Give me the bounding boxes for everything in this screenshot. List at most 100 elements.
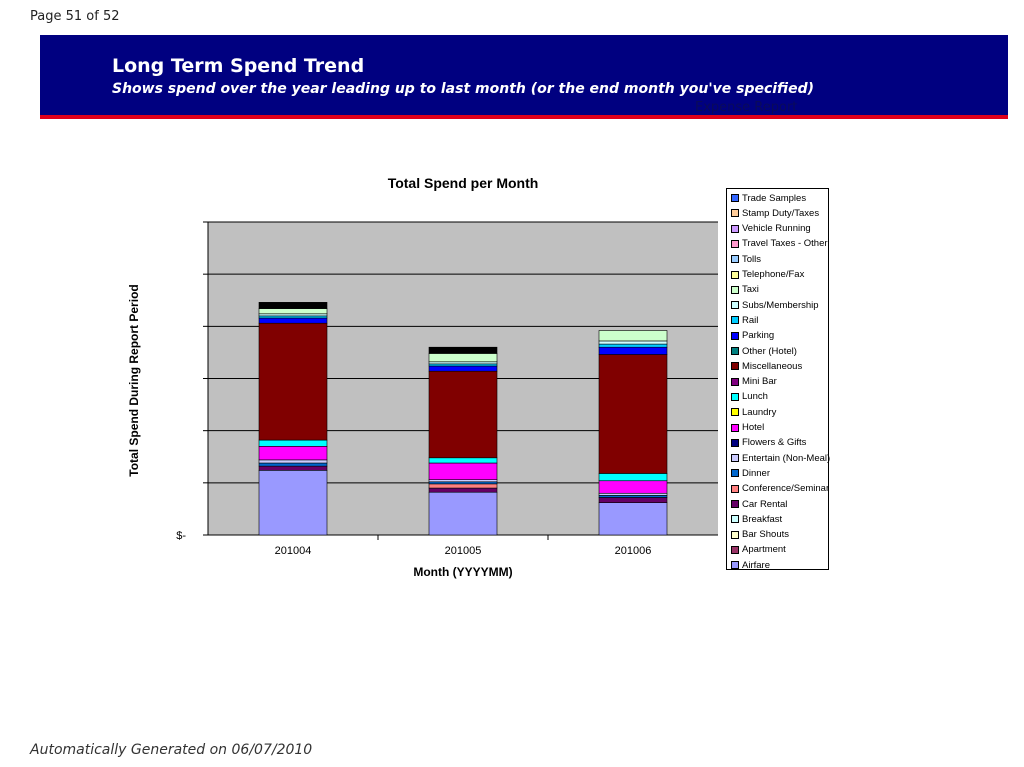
x-tick-label: 201004 [275, 545, 312, 557]
y-tick-label: $- [176, 530, 186, 542]
page-number: Page 51 of 52 [30, 9, 120, 24]
bar-segment-subs-membership [428, 361, 498, 365]
bar-segment-entertain-non-meal- [598, 492, 668, 496]
legend-label: Rail [742, 314, 759, 326]
legend-label: Entertain (Non-Meal) [742, 452, 831, 464]
legend-label: Tolls [742, 253, 762, 265]
legend-swatch [731, 194, 739, 202]
bar-segment-car-rental [258, 465, 328, 471]
legend-item: Vehicle Running [731, 222, 811, 236]
header-banner [40, 35, 1008, 115]
bar-segment-miscellaneous [598, 354, 668, 474]
bar-segment-airfare [258, 470, 328, 536]
legend-label: Lunch [742, 391, 768, 403]
legend-item: Bar Shouts [731, 528, 789, 542]
bar-segment-parking [428, 365, 498, 372]
bar-segment-other [258, 302, 328, 309]
legend-item: Breakfast [731, 512, 782, 526]
legend-label: Flowers & Gifts [742, 437, 807, 449]
bar-segment-other [428, 346, 498, 354]
bar-segment-dinner [258, 462, 328, 467]
x-tick-label: 201006 [615, 545, 652, 557]
legend-swatch [731, 377, 739, 386]
legend-swatch [731, 561, 739, 570]
legend-item: Entertain (Non-Meal) [731, 451, 830, 465]
bar-segment-subs-membership [258, 313, 328, 317]
legend-item: Trade Samples [731, 191, 806, 205]
bar-segment-car-rental [598, 497, 668, 503]
bar-segment-parking [258, 317, 328, 324]
legend-item: Apartment [731, 543, 786, 557]
bar-segment-lunch [258, 439, 328, 447]
bar-segment-taxi [258, 308, 328, 315]
bar-segment-dinner [598, 495, 668, 498]
bar-segment-hotel [258, 446, 328, 461]
legend-label: Stamp Duty/Taxes [742, 207, 820, 219]
legend-label: Mini Bar [742, 376, 777, 388]
x-tick-label: 201005 [445, 545, 482, 557]
bar-segment-miscellaneous [428, 370, 498, 459]
legend-label: Other (Hotel) [742, 345, 797, 357]
legend-item: Laundry [731, 405, 776, 419]
footer-note: Automatically Generated on 06/07/2010 [30, 742, 313, 758]
legend-swatch [731, 285, 739, 294]
legend-label: Miscellaneous [742, 360, 803, 372]
bar-segment-taxi [428, 353, 498, 363]
legend-label: Car Rental [742, 498, 788, 510]
legend-swatch [731, 301, 739, 310]
legend-label: Subs/Membership [742, 299, 819, 311]
legend-swatch [731, 347, 739, 355]
legend-swatch [731, 392, 739, 401]
legend-swatch [731, 255, 739, 264]
legend-swatch [731, 209, 739, 218]
bar-segment-airfare [428, 491, 498, 536]
legend-swatch [731, 454, 739, 463]
bar-segment-miscellaneous [258, 322, 328, 441]
bar-segment-lunch [598, 473, 668, 482]
bar-segment-lunch [428, 457, 498, 464]
legend-label: Vehicle Running [742, 223, 811, 235]
chart-title: Total Spend per Month [388, 175, 539, 191]
legend-item: Subs/Membership [731, 298, 819, 312]
bar-segment-hotel [428, 462, 498, 481]
legend-item: Flowers & Gifts [731, 436, 806, 450]
legend-label: Taxi [742, 284, 759, 296]
legend-swatch [731, 438, 739, 447]
legend-swatch [731, 423, 739, 432]
legend-item: Dinner [731, 466, 770, 480]
legend-swatch [731, 362, 739, 371]
legend-swatch [731, 408, 739, 417]
legend-label: Trade Samples [742, 192, 807, 204]
legend-item: Rail [731, 313, 758, 327]
y-axis-label: Total Spend During Report Period [127, 284, 141, 476]
legend-label: Laundry [742, 406, 777, 418]
page-subtitle: Shows spend over the year leading up to … [112, 81, 814, 97]
bar-segment-parking [598, 346, 668, 355]
legend-item: Miscellaneous [731, 359, 802, 373]
legend-item: Stamp Duty/Taxes [731, 206, 819, 220]
bar-segment-subs-membership [598, 340, 668, 345]
legend-item: Telephone/Fax [731, 268, 804, 282]
bar-segment-airfare [598, 502, 668, 536]
bar-segment-taxi [598, 330, 668, 342]
bar-segment-hotel [598, 480, 668, 494]
bar-segment-rail [598, 343, 668, 348]
legend-label: Dinner [742, 467, 770, 479]
legend-item: Travel Taxes - Other [731, 237, 828, 251]
legend-swatch [731, 316, 739, 325]
legend-item: Car Rental [731, 497, 787, 511]
legend-swatch [731, 331, 739, 340]
legend-item: Airfare [731, 558, 770, 572]
bar-segment-rail [428, 363, 498, 367]
legend-item: Lunch [731, 390, 768, 404]
legend-swatch [731, 500, 739, 508]
legend-label: Parking [742, 330, 775, 342]
legend-item: Conference/Seminar [731, 482, 829, 496]
legend-label: Hotel [742, 422, 765, 433]
legend-label: Travel Taxes - Other [742, 238, 828, 250]
legend-label: Bar Shouts [742, 529, 789, 541]
legend-item: Other (Hotel) [731, 344, 797, 358]
header-stripe [40, 115, 1008, 119]
x-axis-label: Month (YYYYMM) [413, 565, 512, 579]
